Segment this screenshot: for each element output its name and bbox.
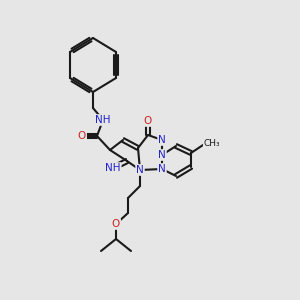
Text: O: O [112,219,120,229]
Text: NH: NH [105,163,121,173]
Text: O: O [144,116,152,126]
Text: N: N [158,164,166,174]
Text: N: N [158,150,166,160]
Text: NH: NH [95,115,111,125]
Text: CH₃: CH₃ [204,139,220,148]
Text: N: N [158,135,166,145]
Text: N: N [136,165,144,175]
Text: O: O [78,131,86,141]
